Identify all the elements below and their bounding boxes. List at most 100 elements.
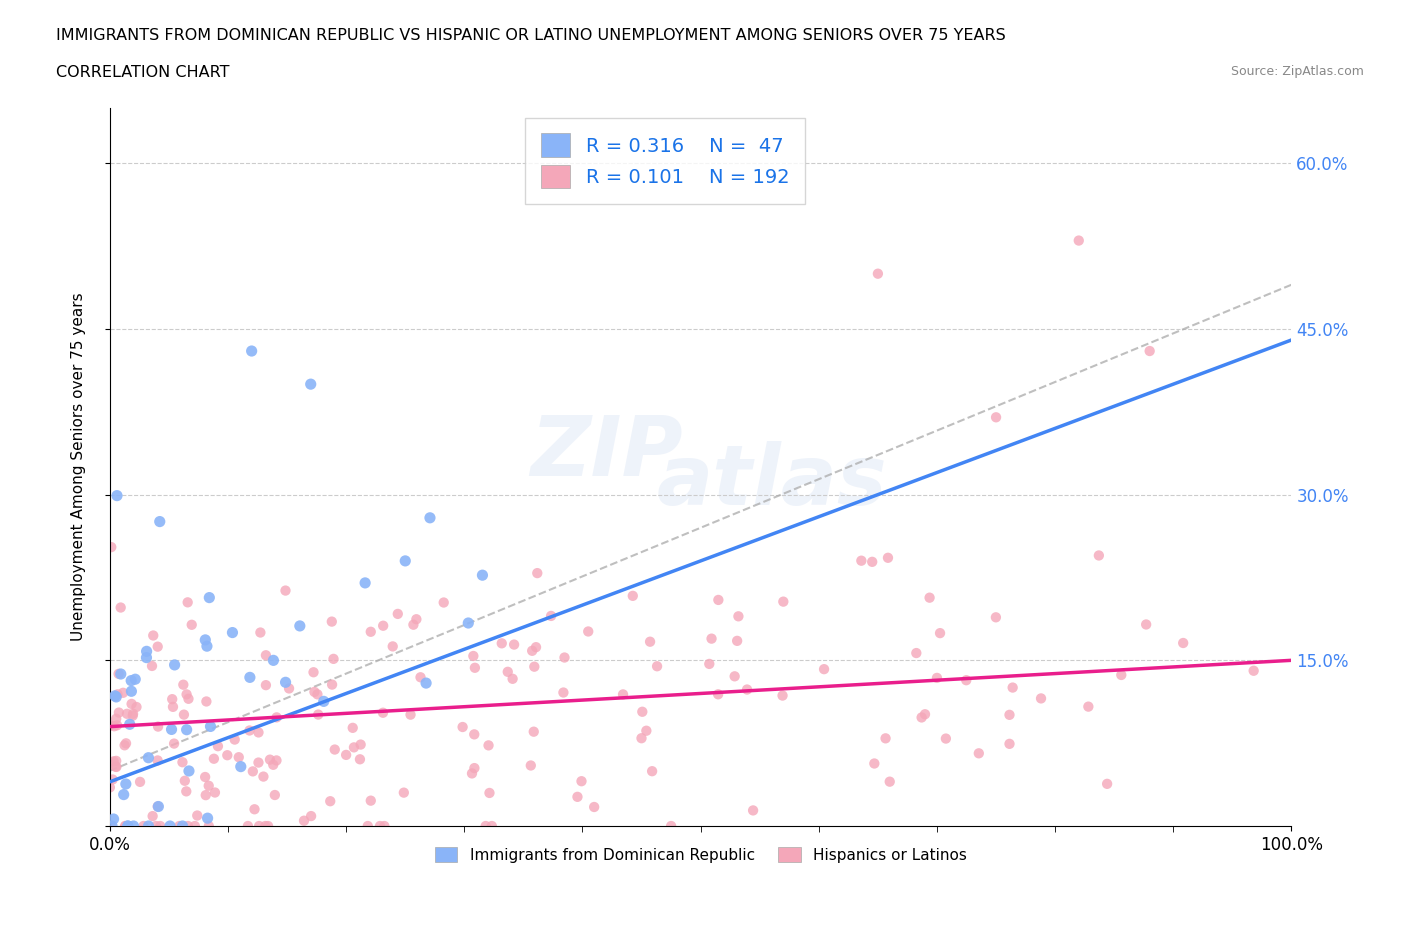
Point: [526, 565, 548, 580]
Point: [200, 719, 222, 734]
Point: [571, 774, 593, 789]
Point: [141, 658, 163, 673]
Point: [1088, 548, 1111, 563]
Point: [104, 688, 127, 703]
Point: [243, 802, 266, 817]
Point: [145, 818, 167, 833]
Point: [503, 637, 526, 652]
Point: [342, 721, 364, 736]
Point: [742, 803, 765, 817]
Point: [112, 685, 135, 700]
Point: [114, 777, 136, 791]
Point: [100, 818, 122, 833]
Point: [478, 786, 501, 801]
Point: [198, 591, 221, 605]
Text: ZIP: ZIP: [530, 412, 682, 493]
Point: [108, 705, 131, 720]
Point: [288, 618, 311, 633]
Point: [984, 610, 1007, 625]
Point: [477, 737, 499, 752]
Point: [1067, 233, 1090, 248]
Point: [146, 639, 169, 654]
Point: [105, 689, 128, 704]
Point: [259, 752, 281, 767]
Point: [160, 722, 183, 737]
Text: atlas: atlas: [657, 441, 887, 522]
Point: [172, 755, 194, 770]
Point: [197, 778, 219, 793]
Point: [159, 818, 181, 833]
Point: [399, 707, 422, 722]
Point: [163, 737, 186, 751]
Point: [360, 793, 382, 808]
Point: [307, 687, 329, 702]
Point: [321, 614, 343, 629]
Point: [262, 757, 284, 772]
Point: [851, 553, 873, 568]
Point: [115, 736, 138, 751]
Point: [262, 653, 284, 668]
Point: [228, 750, 250, 764]
Point: [860, 554, 883, 569]
Point: [299, 809, 322, 824]
Point: [1077, 699, 1099, 714]
Point: [877, 551, 900, 565]
Point: [910, 710, 932, 724]
Point: [252, 769, 274, 784]
Point: [322, 651, 344, 666]
Point: [524, 640, 547, 655]
Point: [110, 600, 132, 615]
Point: [104, 759, 127, 774]
Point: [103, 812, 125, 827]
Point: [132, 818, 155, 833]
Point: [567, 790, 589, 804]
Text: CORRELATION CHART: CORRELATION CHART: [56, 65, 229, 80]
Point: [115, 707, 138, 722]
Point: [149, 818, 172, 833]
Point: [146, 753, 169, 768]
Point: [415, 675, 437, 690]
Point: [121, 709, 143, 724]
Point: [172, 818, 194, 833]
Point: [107, 667, 129, 682]
Point: [319, 794, 342, 809]
Point: [124, 671, 146, 686]
Point: [138, 751, 160, 765]
Point: [274, 675, 297, 690]
Point: [114, 737, 136, 752]
Point: [343, 740, 366, 755]
Point: [583, 800, 606, 815]
Point: [368, 818, 391, 833]
Point: [118, 717, 141, 732]
Point: [354, 576, 377, 591]
Point: [879, 774, 901, 789]
Point: [204, 785, 226, 800]
Point: [176, 687, 198, 702]
Point: [502, 671, 524, 686]
Point: [160, 692, 183, 707]
Point: [312, 694, 335, 709]
Point: [772, 688, 794, 703]
Point: [195, 639, 218, 654]
Point: [1135, 617, 1157, 631]
Point: [373, 818, 395, 833]
Point: [169, 818, 191, 833]
Point: [302, 665, 325, 680]
Point: [195, 694, 218, 709]
Point: [107, 687, 129, 702]
Point: [101, 772, 124, 787]
Point: [114, 818, 136, 833]
Point: [735, 682, 758, 697]
Point: [254, 818, 277, 833]
Point: [457, 616, 479, 631]
Point: [491, 636, 513, 651]
Point: [1243, 663, 1265, 678]
Point: [247, 755, 270, 770]
Point: [925, 671, 948, 685]
Point: [392, 785, 415, 800]
Point: [307, 707, 329, 722]
Point: [98, 780, 121, 795]
Point: [120, 673, 142, 688]
Point: [194, 769, 217, 784]
Point: [129, 775, 152, 790]
